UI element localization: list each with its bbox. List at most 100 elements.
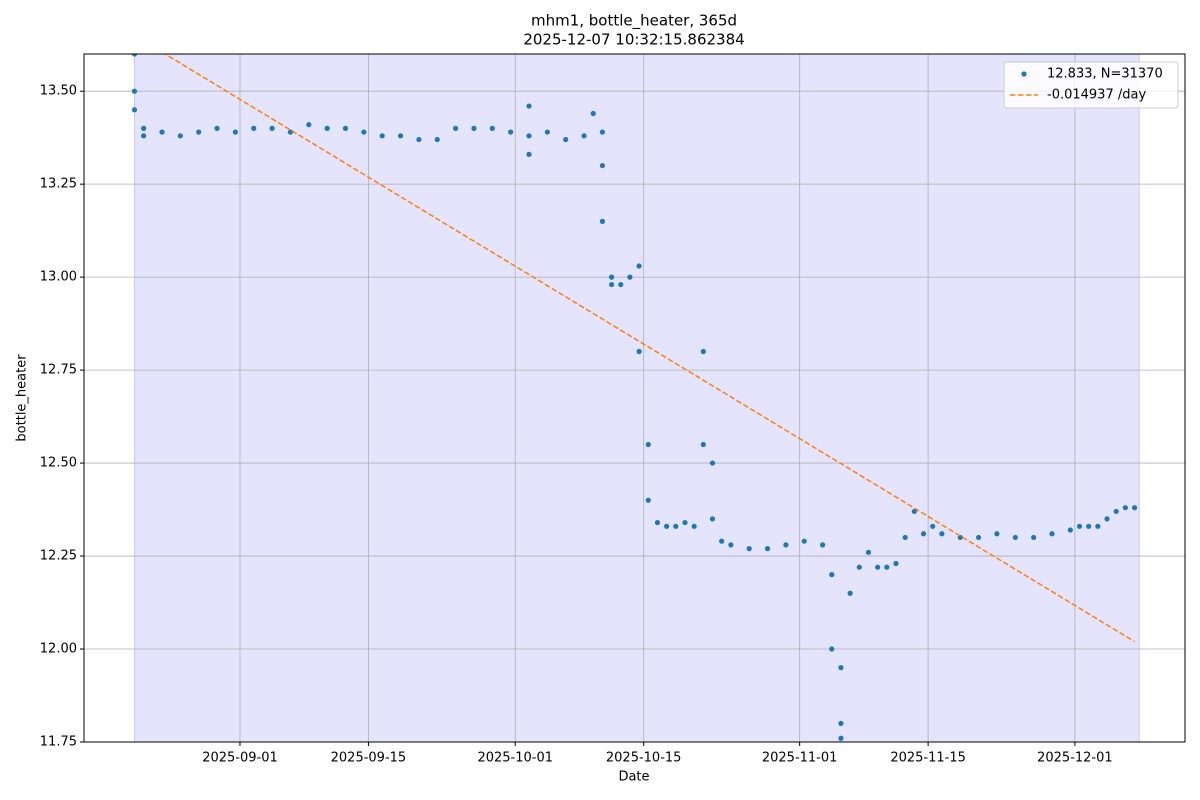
data-point [627,274,633,280]
data-point [361,129,367,135]
x-tick-label: 2025-10-15 [606,751,682,766]
data-point [608,274,615,280]
data-point [847,590,853,596]
data-point [764,546,771,552]
x-tick-label: 2025-12-01 [1037,751,1113,766]
trend-line [163,54,1135,643]
data-point [994,531,1000,537]
data-point [719,538,725,544]
data-point [1076,523,1083,529]
data-layer [131,54,1138,741]
data-point [838,665,844,671]
data-point [1031,534,1037,541]
data-point [884,564,890,570]
data-point [471,125,477,131]
legend-label: -0.014937 /day [1047,88,1146,103]
data-point [645,441,651,448]
data-point [526,151,532,158]
data-point [636,348,642,355]
data-point [673,523,679,529]
data-point [306,122,312,128]
data-point [829,572,835,578]
data-point [728,542,734,548]
data-point [232,129,238,135]
data-point [682,519,688,526]
data-point [131,107,138,113]
plot-frame [83,53,1186,743]
data-point [691,523,697,529]
data-point [563,136,569,143]
data-point [251,125,257,131]
data-point [1086,523,1092,529]
data-point [893,560,899,567]
data-point [599,162,606,169]
data-point [1067,527,1073,533]
y-tick-label: 13.00 [40,270,77,285]
x-tick-label: 2025-11-15 [890,751,966,766]
data-point [939,531,945,537]
data-point [920,531,927,537]
data-point [1095,523,1101,529]
data-point [214,125,220,131]
data-point [379,133,385,139]
data-point [1113,508,1119,515]
y-axis-label: bottle_heater [15,354,30,442]
data-point [875,564,881,570]
data-point [645,497,651,503]
data-point [700,441,706,448]
data-point [608,281,615,288]
data-point [700,348,706,355]
x-tick-label: 2025-11-01 [762,751,838,766]
y-tick-label: 13.25 [40,177,77,192]
data-point [618,281,624,288]
x-tick-label: 2025-09-15 [331,751,407,766]
data-point [269,125,275,131]
data-point [957,534,963,541]
data-point [636,263,642,269]
legend-label: 12.833, N=31370 [1047,67,1163,82]
data-point [838,720,844,727]
data-point [599,129,606,135]
y-tick-label: 13.50 [40,84,77,99]
data-point [1049,531,1055,537]
data-point [526,133,532,139]
data-point [911,508,917,515]
data-point [930,523,936,529]
data-point [453,125,459,131]
data-point [196,129,202,135]
data-point [829,646,835,652]
data-point [654,519,661,526]
y-tick-label: 12.50 [40,456,77,471]
data-point [177,133,183,139]
data-point [1012,534,1018,541]
data-point [1104,516,1110,522]
data-point [709,516,716,522]
data-point [324,125,330,131]
y-tick-label: 11.75 [40,735,77,750]
chart-title: mhm1, bottle_heater, 365d [531,12,737,31]
data-point [838,735,844,741]
data-point [1122,505,1128,511]
data-point [159,129,165,135]
data-point [820,542,826,548]
x-tick-label: 2025-09-01 [202,751,278,766]
data-point [664,523,670,529]
data-point [141,133,147,139]
highlight-span [133,53,1140,743]
data-point [397,133,404,139]
data-point [975,534,982,541]
data-point [416,136,422,143]
data-point [599,218,606,224]
data-point [865,549,872,555]
legend [1003,61,1179,109]
data-point [709,460,716,466]
x-tick-label: 2025-10-01 [477,751,553,766]
data-point [131,88,138,94]
y-tick-label: 12.00 [40,642,77,657]
chart-subtitle: 2025-12-07 10:32:15.862384 [523,31,744,49]
data-point [746,546,752,552]
data-point [856,564,862,570]
data-point [801,538,807,544]
x-axis-label: Date [618,770,649,785]
